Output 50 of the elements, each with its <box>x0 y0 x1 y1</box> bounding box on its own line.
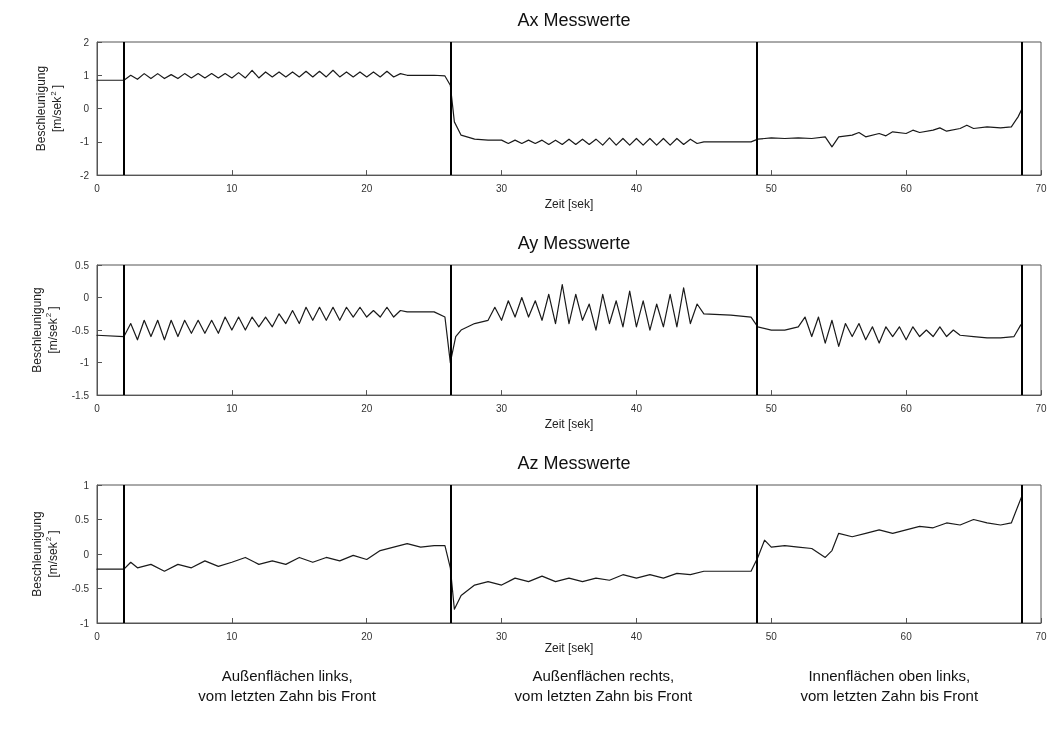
y-tick-label: -2 <box>80 169 90 181</box>
chart-title: Az Messwerte <box>517 453 631 473</box>
x-tick-label: 0 <box>94 182 101 194</box>
x-tick-label: 40 <box>630 402 643 414</box>
x-tick-label: 20 <box>361 630 373 642</box>
y-tick-label: 0 <box>83 103 90 115</box>
x-tick-label: 10 <box>226 630 238 642</box>
line-series <box>96 283 1022 364</box>
x-tick-label: 50 <box>765 402 778 414</box>
x-tick-label: 0 <box>94 402 101 414</box>
x-tick-label: 70 <box>1035 630 1047 642</box>
x-tick-label: 0 <box>94 630 101 642</box>
y-tick-label: -1.5 <box>71 389 90 401</box>
y-tick-label: 2 <box>83 36 90 48</box>
y-tick-label: 0.5 <box>75 259 90 271</box>
y-tick-label: 0 <box>83 548 90 560</box>
x-tick-label: 40 <box>630 630 643 642</box>
x-tick-label: 70 <box>1035 182 1047 194</box>
line-series <box>96 69 1023 148</box>
text: Innenflächen oben links, vom letzten Zahn bis Front <box>800 666 979 704</box>
x-tick-label: 20 <box>361 402 373 414</box>
x-tick-label: 50 <box>765 182 778 194</box>
x-tick-label: 70 <box>1035 402 1047 414</box>
x-tick-label: 30 <box>496 630 508 642</box>
y-tick-label: -0.5 <box>71 583 90 594</box>
x-axis-title: Zeit [sek] <box>544 197 594 211</box>
x-tick-label: 30 <box>496 402 508 414</box>
x-tick-label: 40 <box>630 182 643 194</box>
text: Außenflächen rechts, vom letzten Zahn bis Front <box>514 666 694 704</box>
x-tick-label: 10 <box>226 182 238 194</box>
x-tick-label: 60 <box>900 630 913 642</box>
x-axis-title: Zeit [sek] <box>544 640 594 655</box>
chart-title: Ax Messwerte <box>517 10 631 30</box>
chart-title: Ay Messwerte <box>517 233 631 253</box>
y-tick-label: -0.5 <box>71 324 90 336</box>
x-tick-label: 60 <box>900 402 913 414</box>
y-tick-label: -1 <box>80 357 90 369</box>
x-tick-label: 60 <box>900 182 913 194</box>
y-tick-label: 0.5 <box>75 514 90 525</box>
y-tick-label: 0 <box>83 292 90 304</box>
y-tick-label: -1 <box>80 617 90 629</box>
y-tick-label: 1 <box>83 69 90 81</box>
x-tick-label: 20 <box>361 182 373 194</box>
x-tick-label: 50 <box>765 630 778 642</box>
x-axis-title: Zeit [sek] <box>544 417 594 431</box>
x-tick-label: 30 <box>496 182 508 194</box>
x-tick-label: 10 <box>226 402 238 414</box>
y-tick-label: -1 <box>80 136 90 148</box>
y-tick-label: 1 <box>83 479 90 491</box>
text: Außenflächen links, vom letzten Zahn bis Front <box>198 666 377 704</box>
